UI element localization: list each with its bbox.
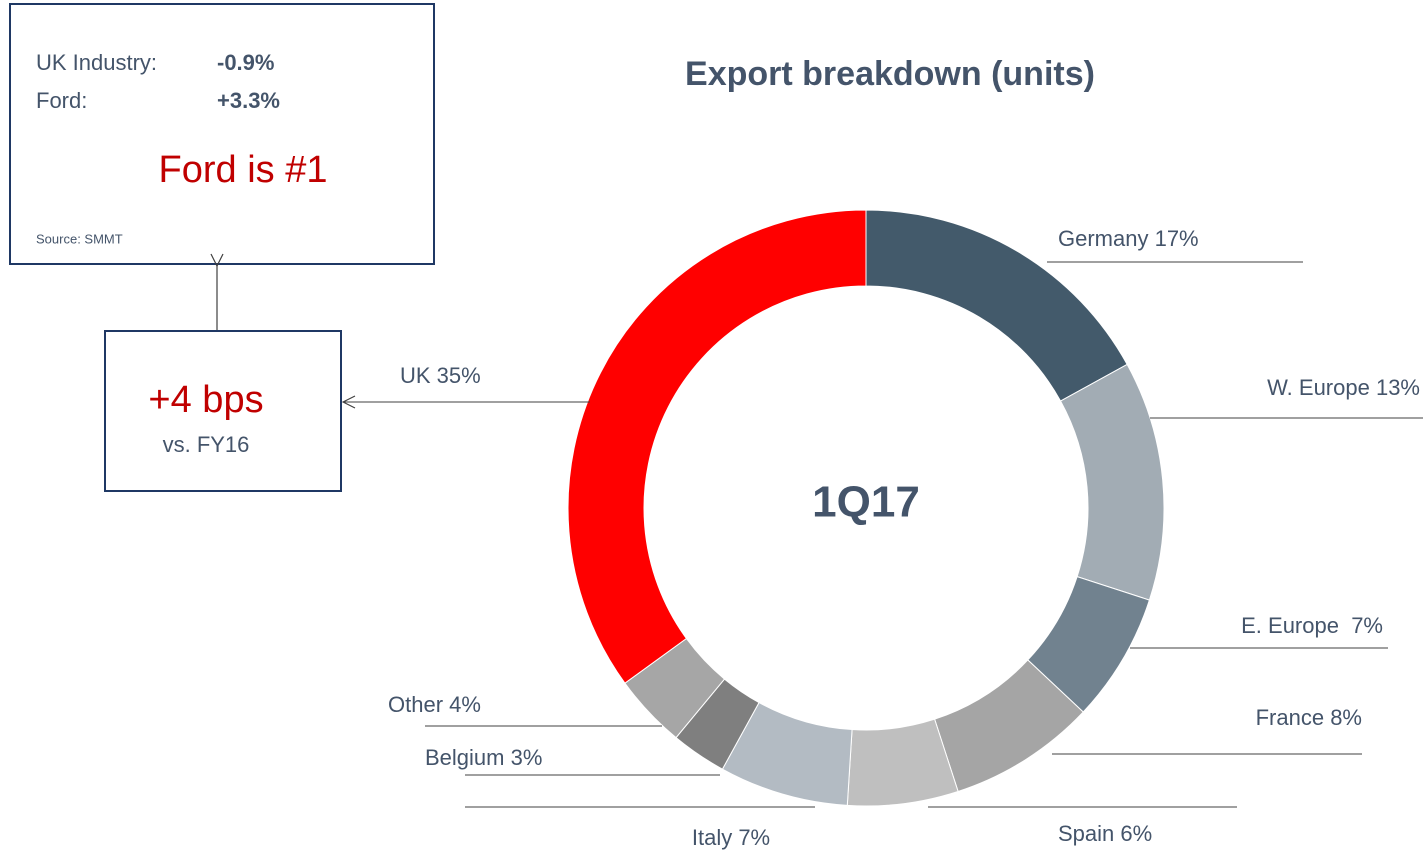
row-value: +3.3% xyxy=(217,88,280,113)
segment-label: Other 4% xyxy=(388,692,481,717)
segment-label: Spain 6% xyxy=(1058,821,1152,846)
segment-label: E. Europe 7% xyxy=(1241,613,1383,638)
chart-title: Export breakdown (units) xyxy=(685,55,1095,93)
segment-label: UK 35% xyxy=(400,363,481,388)
headline: Ford is #1 xyxy=(159,149,328,191)
segment-label: Germany 17% xyxy=(1058,226,1199,251)
donut-segment xyxy=(1059,363,1165,601)
subline: vs. FY16 xyxy=(163,432,250,457)
headline: +4 bps xyxy=(148,379,263,421)
row-label: Ford: xyxy=(36,88,87,113)
donut-segment xyxy=(567,209,867,684)
market-box xyxy=(9,3,435,265)
center-label: 1Q17 xyxy=(812,478,920,527)
row-label: UK Industry: xyxy=(36,50,157,75)
segment-label: Italy 7% xyxy=(692,825,770,850)
share-box xyxy=(104,330,342,492)
row-value: -0.9% xyxy=(217,50,274,75)
segment-label: France 8% xyxy=(1256,705,1362,730)
source: Source: SMMT xyxy=(36,231,123,246)
segment-label: Belgium 3% xyxy=(425,745,542,770)
segment-label: W. Europe 13% xyxy=(1267,375,1420,400)
